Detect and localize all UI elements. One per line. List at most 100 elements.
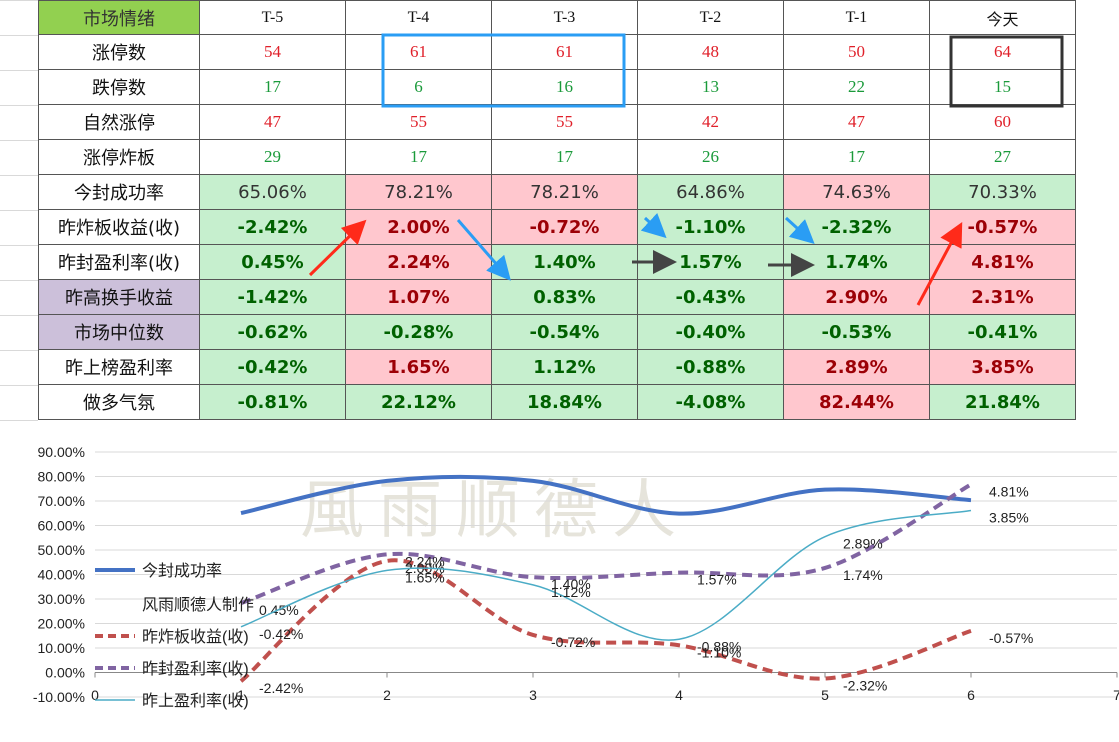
table-cell: 55 — [346, 105, 492, 140]
y-tick-label: 70.00% — [38, 493, 85, 509]
data-label: 2.89% — [843, 536, 883, 552]
row-label: 昨上榜盈利率 — [38, 350, 200, 385]
data-label: 3.85% — [989, 510, 1029, 526]
sheet-grid — [0, 105, 38, 106]
table-cell: 2.90% — [784, 280, 930, 315]
table-cell: 17 — [200, 70, 346, 105]
table-cell: 今天 — [930, 0, 1076, 35]
table-cell: 1.07% — [346, 280, 492, 315]
table-cell: 0.45% — [200, 245, 346, 280]
x-tick-label: 2 — [383, 687, 391, 703]
table-cell: 17 — [784, 140, 930, 175]
y-tick-label: 10.00% — [38, 640, 85, 656]
table-cell: 61 — [346, 35, 492, 70]
legend-note: 风雨顺德人制作 — [142, 596, 254, 614]
annotation-arrows — [308, 33, 1064, 306]
sheet-grid — [0, 70, 38, 71]
table-cell: 29 — [200, 140, 346, 175]
table-cell: 55 — [492, 105, 638, 140]
x-tick-label: 5 — [821, 687, 829, 703]
sheet-grid — [0, 420, 38, 421]
table-cell: -0.53% — [784, 315, 930, 350]
table-cell: T-1 — [784, 0, 930, 35]
row-label: 市场情绪 — [38, 0, 200, 35]
data-label: -1.10% — [697, 644, 741, 660]
sheet-grid — [0, 385, 38, 386]
table-cell: 50 — [784, 35, 930, 70]
legend-label: 今封成功率 — [142, 562, 222, 580]
row-label: 昨封盈利率(收) — [38, 245, 200, 280]
table-cell: -0.41% — [930, 315, 1076, 350]
table-cell: 4.81% — [930, 245, 1076, 280]
table-cell: 2.24% — [346, 245, 492, 280]
x-tick-label: 4 — [675, 687, 683, 703]
y-tick-label: 20.00% — [38, 616, 85, 632]
table-cell: 60 — [930, 105, 1076, 140]
table-cell: 1.65% — [346, 350, 492, 385]
table-cell: 48 — [638, 35, 784, 70]
table-cell: -0.40% — [638, 315, 784, 350]
table-cell: 65.06% — [200, 175, 346, 210]
data-label: 1.40% — [551, 576, 591, 592]
data-label: 4.81% — [989, 483, 1029, 499]
row-label: 跌停数 — [38, 70, 200, 105]
row-label: 昨高换手收益 — [38, 280, 200, 315]
sheet-grid — [0, 140, 38, 141]
y-tick-label: 90.00% — [38, 444, 85, 460]
data-label: -2.42% — [259, 680, 303, 696]
table-cell: 2.31% — [930, 280, 1076, 315]
table-cell: 18.84% — [492, 385, 638, 420]
table-cell: -2.42% — [200, 210, 346, 245]
table-cell: -0.42% — [200, 350, 346, 385]
table-cell: -0.81% — [200, 385, 346, 420]
row-label: 今封成功率 — [38, 175, 200, 210]
table-cell: 2.00% — [346, 210, 492, 245]
arrow — [916, 222, 963, 306]
sheet-grid — [0, 350, 38, 351]
x-tick-label: 0 — [91, 687, 99, 703]
table-cell: 17 — [346, 140, 492, 175]
data-label: -0.57% — [989, 630, 1033, 646]
table-cell: 22.12% — [346, 385, 492, 420]
sheet-grid — [0, 315, 38, 316]
y-tick-label: -10.00% — [33, 689, 85, 705]
table-cell: 1.12% — [492, 350, 638, 385]
series-line — [240, 474, 972, 516]
table-cell: T-2 — [638, 0, 784, 35]
table-cell: 22 — [784, 70, 930, 105]
highlight-box — [381, 33, 626, 108]
arrow — [640, 212, 667, 239]
sheet-grid — [0, 175, 38, 176]
table-cell: -0.88% — [638, 350, 784, 385]
y-tick-label: 40.00% — [38, 567, 85, 583]
data-label: 1.12% — [551, 584, 591, 600]
table-cell: 13 — [638, 70, 784, 105]
table-cell: 21.84% — [930, 385, 1076, 420]
x-tick-label: 1 — [237, 687, 245, 703]
y-tick-label: 0.00% — [45, 665, 85, 681]
table-cell: -4.08% — [638, 385, 784, 420]
table-cell: -0.43% — [638, 280, 784, 315]
sheet-grid — [0, 210, 38, 211]
y-tick-label: 60.00% — [38, 518, 85, 534]
table-cell: 78.21% — [346, 175, 492, 210]
table-cell: 2.89% — [784, 350, 930, 385]
y-tick-label: 50.00% — [38, 542, 85, 558]
row-label: 涨停数 — [38, 35, 200, 70]
data-label: 1.57% — [697, 572, 737, 588]
table-cell: 17 — [492, 140, 638, 175]
x-tick-label: 6 — [967, 687, 975, 703]
x-tick-label: 7 — [1113, 687, 1119, 703]
table-cell: -0.72% — [492, 210, 638, 245]
table-cell: 70.33% — [930, 175, 1076, 210]
chart-background — [0, 425, 1119, 742]
table-cell: 3.85% — [930, 350, 1076, 385]
table-cell: -0.54% — [492, 315, 638, 350]
arrow — [456, 219, 511, 281]
table-cell: 27 — [930, 140, 1076, 175]
data-label: 1.74% — [843, 567, 883, 583]
sheet-grid — [0, 245, 38, 246]
arrow — [308, 219, 367, 277]
